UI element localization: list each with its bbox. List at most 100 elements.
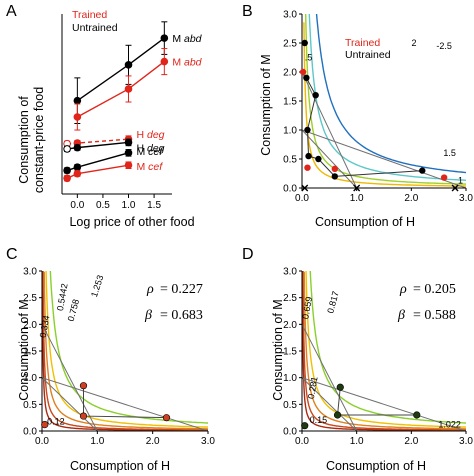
- indifference-curve: [42, 271, 208, 431]
- panel-c-xlabel: Consumption of H: [70, 459, 170, 473]
- panel-d: Consumption of M Consumption of H ρ = 0.…: [271, 282, 456, 473]
- indifference-curve: [305, 271, 466, 428]
- panel-b-iso-label: 1.5: [443, 148, 456, 158]
- demand-point: [79, 412, 88, 420]
- y-tick-label: 0.5: [283, 400, 297, 411]
- iso-label: 0.659: [300, 296, 314, 320]
- panel-b-point-trained: [299, 68, 307, 76]
- panel-a-point: [63, 145, 71, 153]
- budget-line: [302, 324, 358, 431]
- panel-c-beta-symbol: β: [144, 308, 152, 323]
- panel-b-iso-label: 2: [412, 38, 417, 48]
- panel-a-point: [63, 174, 71, 183]
- demand-point: [41, 421, 49, 429]
- indifference-curve: [302, 271, 466, 431]
- indifference-curve: [42, 274, 208, 431]
- panel-d-xlabel: Consumption of H: [326, 459, 426, 473]
- x-tick-label: 2.0: [404, 193, 418, 204]
- demand-point: [301, 422, 309, 430]
- indifference-curve: [315, 14, 466, 174]
- panel-b-point-untrained: [353, 184, 361, 192]
- x-tick-label: 2.0: [146, 436, 160, 447]
- y-tick-label: 2.5: [283, 293, 297, 304]
- panel-b-iso-label: .5: [305, 52, 313, 62]
- panel-a-point: [124, 61, 133, 69]
- panel-b-point-untrained: [331, 173, 338, 180]
- panel-b-point-trained: [331, 165, 338, 173]
- panel-d-ylabel: Consumption of M: [271, 299, 285, 400]
- budget-line: [302, 377, 358, 431]
- panel-b-point-untrained: [301, 39, 308, 47]
- x-tick-label: 3.0: [201, 436, 215, 447]
- panel-d-beta-symbol: β: [397, 308, 405, 323]
- panel-d-rho-symbol: ρ: [399, 282, 407, 297]
- x-tick-label: 2.0: [404, 436, 418, 447]
- panel-a-ylabel-line1: Consumption of: [17, 96, 31, 184]
- panel-b-point-trained: [440, 174, 448, 181]
- indifference-curve: [303, 22, 466, 187]
- panel-letter-a: A: [6, 3, 17, 20]
- panel-a-point: [160, 57, 169, 66]
- iso-label: 0.12: [47, 417, 65, 427]
- budget-line: [302, 71, 358, 188]
- y-tick-label: 1.0: [23, 373, 37, 384]
- panel-b-iso-label: -2.5: [436, 41, 452, 51]
- iso-label: 0.758: [66, 298, 81, 322]
- panel-c-rho-value: = 0.227: [160, 282, 203, 297]
- y-tick-label: 0.0: [283, 427, 297, 438]
- panel-a-series-label: M cef: [137, 146, 164, 158]
- indifference-curve: [304, 14, 466, 185]
- panel-a-point: [73, 163, 82, 171]
- panel-a-point: [73, 113, 82, 121]
- y-tick-label: 2.0: [23, 320, 37, 331]
- y-tick-label: 0.0: [283, 184, 297, 195]
- panel-b-ylabel: Consumption of M: [259, 54, 273, 155]
- demand-point: [336, 383, 344, 391]
- panel-a-point: [73, 169, 82, 178]
- iso-label: 0.281: [306, 376, 320, 400]
- budget-line: [302, 129, 358, 188]
- y-tick-label: 1.0: [283, 126, 297, 137]
- panel-b-demand-line: [305, 77, 423, 177]
- iso-label: 0.817: [325, 290, 340, 314]
- panel-a-series-label: H deg: [137, 142, 165, 154]
- budget-line: [42, 377, 208, 431]
- x-tick-label: 3.0: [459, 193, 473, 204]
- y-tick-label: 1.5: [23, 347, 37, 358]
- panel-c: Consumption of M Consumption of H ρ = 0.…: [17, 282, 203, 473]
- indifference-curve: [45, 271, 208, 428]
- iso-label: 1.022: [438, 419, 461, 429]
- panel-a-x-tick-label: 0.0: [70, 200, 84, 211]
- panel-d-rho-value: = 0.205: [413, 282, 456, 297]
- panel-a-point: [124, 138, 133, 147]
- iso-label: 0.334: [38, 315, 52, 339]
- demand-line: [83, 385, 167, 419]
- legend-trained: Trained: [72, 9, 107, 21]
- y-tick-label: 0.0: [23, 427, 37, 438]
- panel-a-point: [63, 166, 71, 175]
- demand-point: [333, 411, 342, 419]
- y-tick-label: 0.5: [23, 400, 37, 411]
- y-tick-label: 0.5: [283, 155, 297, 166]
- demand-point: [79, 382, 88, 390]
- budget-line: [42, 377, 98, 431]
- y-tick-label: 1.5: [283, 347, 297, 358]
- panel-b-plot-area: [302, 14, 466, 188]
- panel-a-point: [124, 149, 133, 157]
- indifference-curve: [309, 271, 466, 424]
- panel-a-point: [73, 96, 82, 105]
- panel-c-rho-symbol: ρ: [146, 282, 154, 297]
- panel-a-point: [124, 161, 133, 170]
- panel-a-ylabel-line2: constant-price food: [32, 87, 46, 193]
- panel-b-point-untrained: [315, 155, 322, 163]
- panel-a-x-tick-label: 0.5: [96, 200, 110, 211]
- panel-b-point-untrained: [419, 167, 426, 174]
- budget-line: [302, 377, 466, 431]
- demand-point: [162, 414, 171, 422]
- iso-label: 0.5442: [55, 283, 70, 312]
- indifference-curve: [308, 14, 466, 181]
- panel-b-iso-label: 1: [458, 175, 463, 185]
- x-tick-label: 0.0: [295, 436, 309, 447]
